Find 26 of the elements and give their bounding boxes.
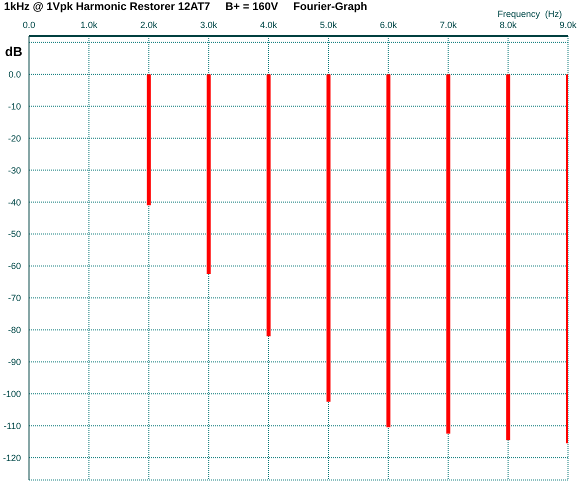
x-tick-label: 2.0k [140, 20, 158, 30]
y-axis-title: dB [5, 44, 22, 59]
y-tick-label: -90 [8, 357, 21, 368]
y-tick-label: -10 [8, 101, 21, 112]
x-tick-label: 8.0k [500, 20, 518, 30]
y-tick-label: -100 [2, 388, 21, 399]
y-tick-label: -60 [8, 261, 21, 272]
x-axis-title: Frequency (Hz) [497, 9, 562, 19]
x-tick-label: 3.0k [200, 20, 218, 30]
x-tick-label: 1.0k [80, 20, 98, 30]
y-tick-label: 0.0 [8, 70, 21, 80]
y-tick-label: -80 [8, 325, 21, 336]
y-tick-label: -50 [8, 229, 21, 240]
x-tick-label: 4.0k [260, 20, 278, 30]
y-tick-label: -120 [2, 452, 21, 463]
x-tick-label: 7.0k [440, 20, 458, 30]
y-tick-label: -110 [4, 420, 21, 431]
x-tick-label: 5.0k [320, 20, 338, 30]
y-tick-label: -70 [8, 293, 21, 304]
x-tick-label: 6.0k [380, 20, 398, 30]
x-tick-label: 9.0k [559, 20, 578, 30]
y-tick-label: -20 [8, 133, 21, 144]
y-tick-label: -30 [8, 165, 21, 176]
y-tick-label: -40 [8, 197, 21, 208]
x-tick-label: 0.0 [22, 20, 36, 30]
chart-title: 1kHz @ 1Vpk Harmonic Restorer 12AT7 B+ = 160V Fourier-Graph [4, 1, 368, 13]
